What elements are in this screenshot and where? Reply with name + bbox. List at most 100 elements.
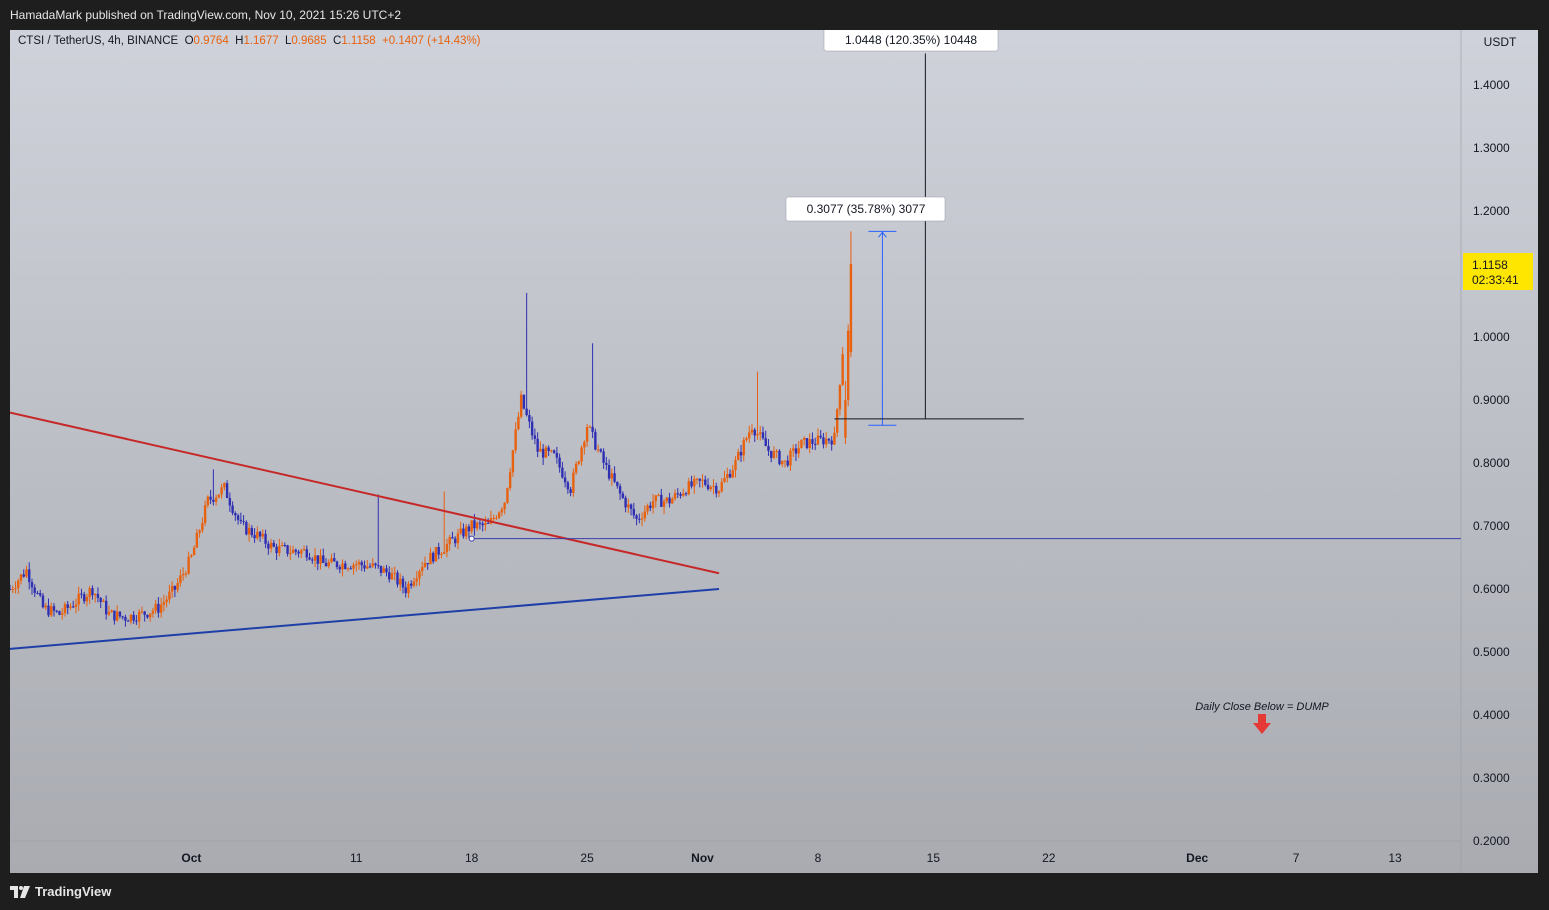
candle-body <box>824 438 828 445</box>
candle-body <box>572 472 575 493</box>
candle-body <box>607 464 611 479</box>
measure-label-small[interactable]: 0.3077 (35.78%) 3077 <box>785 196 946 222</box>
candle-body <box>426 563 429 565</box>
candle-body <box>242 521 245 523</box>
candle-body <box>789 450 792 466</box>
candle-body <box>272 542 276 547</box>
candle-body <box>223 483 226 488</box>
candle-body <box>187 556 190 574</box>
candle-body <box>74 604 78 608</box>
price-tick-label: 0.7000 <box>1473 519 1510 533</box>
measure-small-arrow <box>878 231 887 238</box>
candle-body <box>69 606 72 608</box>
candle-body <box>511 450 515 473</box>
tradingview-logo[interactable]: TradingView <box>10 884 111 899</box>
candle-body <box>786 460 789 466</box>
candle-body <box>30 582 34 588</box>
candle-body <box>184 573 188 575</box>
candle-body <box>371 563 374 567</box>
candle-body <box>503 502 506 510</box>
candle-body <box>55 610 58 612</box>
chart-area[interactable]: USDT 1.40001.30001.20001.10001.00000.900… <box>10 30 1538 873</box>
publisher-text: HamadaMark published on TradingView.com,… <box>10 8 402 22</box>
candle-body <box>775 450 778 452</box>
candle-body <box>528 415 531 422</box>
candle-body <box>830 440 833 445</box>
candle-body <box>781 460 784 465</box>
candle-body <box>118 611 122 617</box>
candle-body <box>808 439 811 449</box>
candle-body <box>759 432 762 434</box>
candle-body <box>750 429 754 433</box>
candle-body <box>294 549 298 552</box>
candle-body <box>684 493 688 495</box>
annotation-text[interactable]: Daily Close Below = DUMP <box>1195 701 1329 713</box>
candle-body <box>245 521 248 535</box>
candle-body <box>22 574 25 577</box>
resistance-trendline[interactable] <box>10 411 720 575</box>
candle-body <box>464 526 468 537</box>
candle-body <box>668 497 671 504</box>
candle-body <box>286 545 289 554</box>
candle-body <box>140 611 144 613</box>
candle-body <box>467 526 471 532</box>
symbol-legend: CTSI / TetherUS, 4h, BINANCE O0.9764 H1.… <box>18 35 481 47</box>
candle-body <box>363 565 366 569</box>
price-tick-label: 0.6000 <box>1473 582 1510 596</box>
candle-body <box>432 552 435 562</box>
last-price-badge: 1.1158 02:33:41 <box>1463 253 1533 290</box>
candle-body <box>393 572 396 574</box>
candle-body <box>800 439 803 449</box>
price-chart[interactable]: USDT 1.40001.30001.20001.10001.00000.900… <box>10 30 1538 873</box>
candle-body <box>539 448 542 452</box>
candle-body <box>267 543 270 549</box>
candle-body <box>618 486 622 494</box>
support-trendline[interactable] <box>10 588 720 650</box>
candle-body <box>550 450 553 452</box>
last-price-countdown: 02:33:41 <box>1472 273 1519 287</box>
candle-body <box>192 547 196 556</box>
candle-body <box>319 555 322 564</box>
candle-body <box>58 611 61 615</box>
candle-body <box>841 354 844 385</box>
candle-body <box>484 522 487 526</box>
candle-body <box>552 450 556 453</box>
candle-body <box>179 575 182 584</box>
price-axis-currency: USDT <box>1484 35 1517 49</box>
candle-body <box>228 497 232 506</box>
candle-body <box>720 482 723 492</box>
candle-body <box>649 505 652 509</box>
candle-body <box>44 605 47 608</box>
time-tick-label: 18 <box>465 851 479 865</box>
time-tick-label: 15 <box>927 851 941 865</box>
candle-body <box>646 505 649 512</box>
candle-body <box>739 451 743 456</box>
candle-body <box>577 461 581 464</box>
candle-body <box>190 555 193 557</box>
candle-body <box>613 473 616 482</box>
candle-body <box>113 610 116 621</box>
candle-body <box>709 486 712 490</box>
candle-body <box>291 549 295 554</box>
candle-body <box>82 594 86 602</box>
candle-body <box>530 421 534 436</box>
candle-body <box>805 438 809 449</box>
candle-body <box>143 611 146 615</box>
candle-body <box>209 496 212 500</box>
candle-body <box>269 542 273 549</box>
candle-body <box>253 535 256 539</box>
candle-body <box>470 520 473 532</box>
level-anchor-point[interactable] <box>468 535 475 542</box>
measure-label-large[interactable]: 1.0448 (120.35%) 10448 <box>823 30 999 52</box>
candle-body <box>247 527 251 535</box>
candle-body <box>434 547 438 562</box>
candles-layer <box>10 231 853 629</box>
candle-body <box>308 557 311 560</box>
candle-body <box>704 479 707 485</box>
candle-body <box>423 563 427 568</box>
time-tick-label: Dec <box>1186 851 1208 865</box>
candle-body <box>748 432 751 439</box>
candle-body <box>640 518 644 520</box>
candle-body <box>456 533 460 544</box>
candle-body <box>280 545 284 547</box>
